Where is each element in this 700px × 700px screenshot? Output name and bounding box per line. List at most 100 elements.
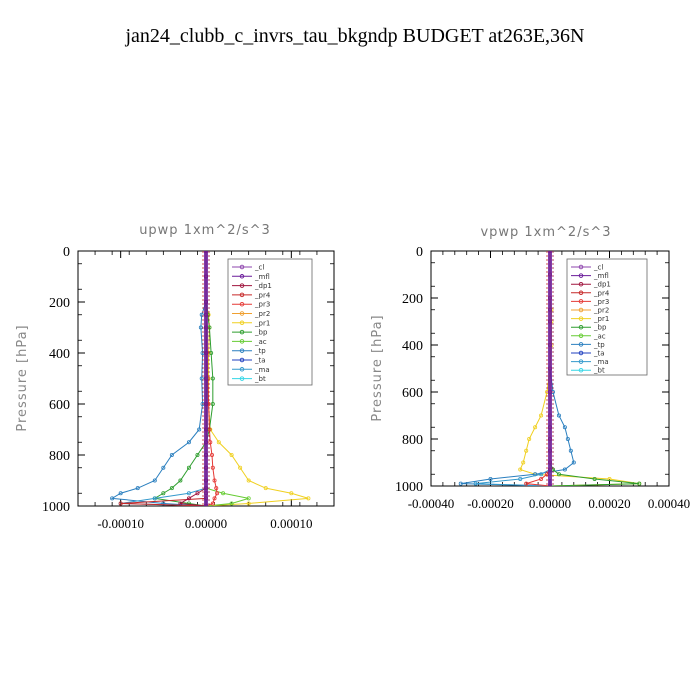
vpwp-legend-marker [578, 350, 584, 356]
vpwp-series-group [458, 251, 642, 486]
upwp-series-point-pr1 [238, 465, 243, 470]
vpwp-series-point-pr1 [518, 467, 523, 472]
vpwp-legend-label: _cl [593, 264, 603, 272]
vpwp-legend: _cl_mfl_dp1_pr4_pr3_pr2_pr1_bp_ac_tp_ta_… [566, 258, 648, 376]
upwp-x-tick-label: 0.00010 [270, 516, 312, 531]
vpwp-series-point-tp [562, 425, 567, 430]
upwp-series-point-tp [186, 440, 191, 445]
vpwp-series-point-tp [562, 467, 567, 472]
figure-title: jan24_clubb_c_invrs_tau_bkgndp BUDGET at… [124, 25, 584, 47]
vpwp-series-point-tp [458, 481, 463, 486]
upwp-legend-label: _ac [254, 338, 267, 346]
upwp-y-tick-label: 200 [49, 296, 70, 311]
upwp-series-point-bp [195, 452, 200, 457]
vpwp-legend-label: _ma [593, 358, 609, 366]
vpwp-series-point-tp [488, 476, 493, 481]
vpwp-legend-marker [578, 367, 584, 373]
vpwp-y-tick-label: 600 [402, 386, 423, 401]
vpwp-legend-label: _bt [593, 367, 605, 375]
vpwp-series-point-bp [592, 476, 597, 481]
vpwp-x-tick-label: 0.00040 [648, 496, 690, 511]
upwp-legend-label: _mfl [254, 273, 270, 281]
upwp-series-point-bp [178, 478, 183, 483]
upwp-legend-marker [239, 376, 245, 381]
vpwp-legend-label: _pr2 [593, 307, 609, 315]
upwp-legend-label: _pr2 [254, 310, 270, 318]
vpwp-legend-label: _pr3 [593, 298, 609, 306]
upwp-series-point-pr3 [209, 452, 214, 457]
upwp-series-point-ac [229, 501, 234, 506]
vpwp-legend-marker [578, 342, 584, 347]
upwp-series-point-bp [210, 376, 215, 381]
vpwp-series-point-pr3 [539, 476, 544, 481]
upwp-legend-label: _pr1 [254, 319, 270, 327]
vpwp-series-point-pr1 [533, 425, 538, 430]
upwp-series-point-bp [210, 401, 215, 406]
vpwp-legend-marker [578, 316, 584, 321]
upwp-series-point-bp [161, 491, 166, 496]
upwp-series-point-bp [169, 486, 174, 491]
upwp-legend-marker [239, 348, 245, 353]
upwp-series-point-pr1 [289, 491, 294, 496]
upwp-legend-label: _dp1 [254, 282, 272, 290]
upwp-y-axis-label: Pressure [hPa] [15, 324, 30, 431]
vpwp-x-tick-label: 0.00020 [588, 496, 630, 511]
vpwp-series-point-bp [556, 472, 561, 477]
vpwp-y-tick-label: 800 [402, 433, 423, 448]
upwp-series-point-pr3 [208, 440, 213, 445]
vpwp-legend-label: _tp [593, 341, 605, 349]
upwp-series-group [110, 251, 311, 506]
upwp-legend-marker [239, 329, 245, 335]
vpwp-series-line-pr3 [526, 251, 551, 486]
upwp-legend-marker [239, 320, 245, 326]
upwp-legend-label: _ta [254, 357, 266, 365]
upwp-series-point-pr3 [212, 496, 217, 501]
upwp-legend-marker [239, 339, 245, 344]
upwp-legend-box [227, 258, 313, 386]
upwp-legend-label: _bt [254, 375, 266, 383]
upwp-legend-marker [239, 357, 245, 363]
upwp-series-point-ma [186, 491, 191, 496]
vpwp-series-point-tp [565, 436, 570, 441]
upwp-legend-marker [239, 292, 245, 298]
upwp-legend-marker [239, 311, 245, 316]
vpwp-zero-profile-band [548, 251, 552, 486]
upwp-series-point-dp1 [186, 496, 191, 501]
vpwp-series-point-pr1 [521, 460, 526, 465]
upwp-series-point-tp [135, 486, 140, 491]
upwp-legend-marker [239, 283, 245, 288]
vpwp-series-point-tp [571, 460, 576, 465]
upwp-legend-marker [239, 367, 245, 372]
upwp-panel: upwp 1xm^2/s^3 Pressure [hPa] 0 200 400 600… [15, 223, 335, 531]
vpwp-legend-marker [578, 264, 584, 270]
upwp-series-line-pr1 [205, 251, 309, 506]
vpwp-series-point-pr1 [527, 436, 532, 441]
upwp-series-point-tp [199, 312, 204, 317]
upwp-series-point-ac [221, 491, 226, 496]
upwp-series-point-tp [197, 427, 202, 432]
vpwp-legend-marker [578, 324, 584, 330]
vpwp-series-point-pr1 [524, 448, 529, 453]
vpwp-series-point-tp [568, 448, 573, 453]
upwp-series-point-pr1 [246, 478, 251, 483]
vpwp-series-point-ma [518, 476, 523, 481]
vpwp-series-line-ma [475, 251, 551, 486]
vpwp-series-point-tp [556, 413, 561, 418]
upwp-legend-label: _cl [254, 264, 264, 272]
vpwp-panel-title: vpwp 1xm^2/s^3 [480, 225, 611, 240]
upwp-series-point-pr3 [212, 478, 217, 483]
upwp-series-point-pr1 [246, 501, 251, 506]
upwp-series-point-pr3 [215, 491, 220, 496]
upwp-legend-label: _ma [254, 366, 270, 374]
vpwp-y-tick-label: 400 [402, 339, 423, 354]
upwp-y-tick-label: 0 [63, 245, 70, 260]
vpwp-panel: vpwp 1xm^2/s^3 Pressure [hPa] 0 200 400 600… [370, 225, 690, 511]
vpwp-legend-marker [578, 359, 584, 364]
upwp-series-point-pr3 [214, 486, 219, 491]
upwp-series-point-tp [118, 491, 123, 496]
vpwp-legend-marker [578, 299, 584, 304]
vpwp-y-tick-label: 200 [402, 292, 423, 307]
upwp-series-point-ac [246, 496, 251, 501]
upwp-series-point-pr1 [216, 440, 221, 445]
